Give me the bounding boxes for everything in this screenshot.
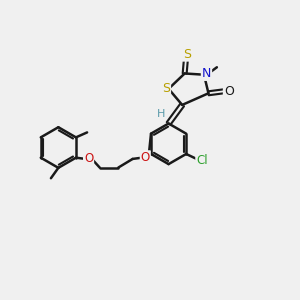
Text: O: O <box>224 85 234 98</box>
Text: O: O <box>84 152 93 165</box>
Text: Cl: Cl <box>196 154 208 167</box>
Text: O: O <box>141 151 150 164</box>
Text: N: N <box>202 67 211 80</box>
Text: S: S <box>183 48 191 61</box>
Text: H: H <box>157 109 165 119</box>
Text: S: S <box>162 82 170 95</box>
